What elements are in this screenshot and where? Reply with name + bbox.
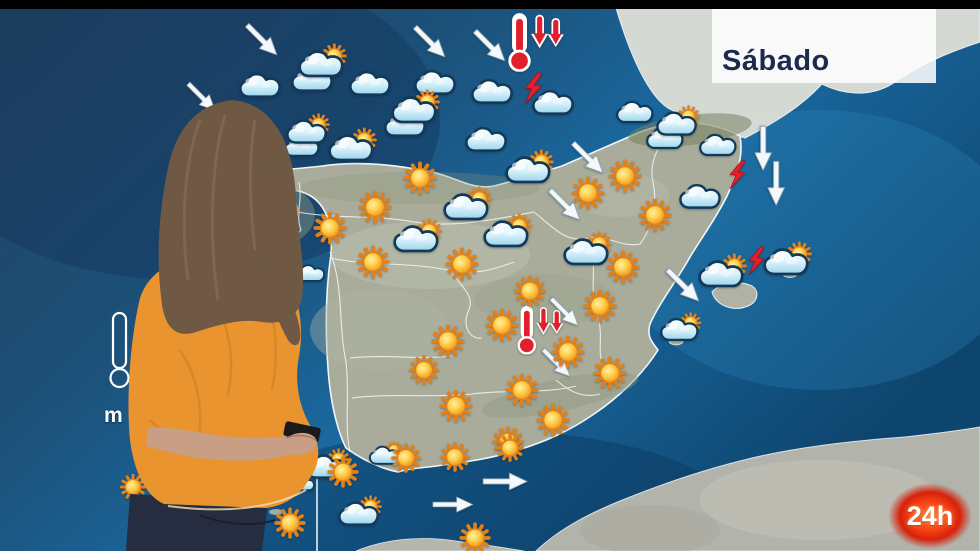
day-label: Sábado <box>722 45 830 77</box>
legend-min-label: m <box>104 404 123 427</box>
day-banner: Sábado <box>712 7 936 83</box>
letterbox-bar <box>0 0 980 9</box>
thermometer-outline-icon <box>109 311 130 389</box>
temperature-legend: m <box>104 310 134 427</box>
channel-badge-24h: 24h <box>888 483 972 549</box>
channel-badge-label: 24h <box>906 500 954 531</box>
